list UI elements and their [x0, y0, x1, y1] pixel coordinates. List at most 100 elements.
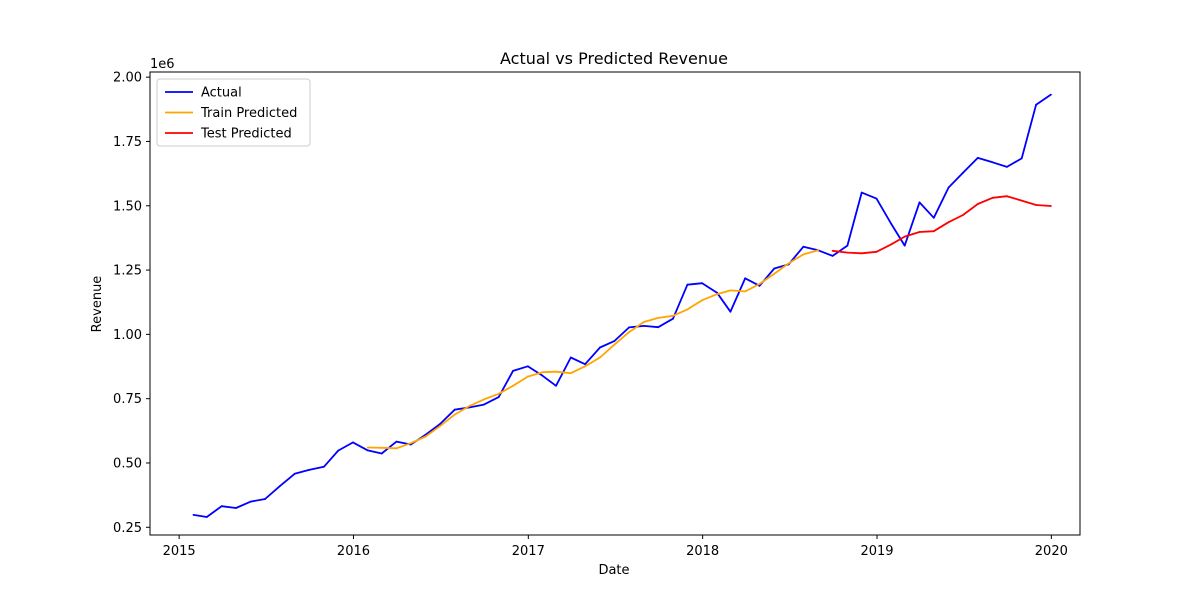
y-axis-ticks: 0.25 0.50 0.75 1.00 1.25 1.50 1.75 2.00: [113, 71, 150, 536]
data-point-actual: [1020, 157, 1023, 160]
series-line-train-predicted: [367, 249, 819, 450]
data-point-train-predicted: [758, 283, 761, 285]
data-point-train-predicted: [366, 446, 369, 449]
data-point-actual: [918, 201, 921, 204]
data-point-actual: [672, 317, 674, 320]
data-point-actual: [395, 440, 398, 443]
data-point-actual: [584, 363, 586, 366]
data-point-train-predicted: [468, 405, 471, 407]
data-point-train-predicted: [802, 253, 805, 256]
data-point-test-predicted: [918, 231, 921, 233]
data-point-actual: [758, 284, 761, 287]
data-point-train-predicted: [686, 308, 689, 311]
y-axis-offset-label: 1e6: [150, 57, 175, 72]
x-tick-label: 2018: [686, 544, 719, 559]
data-point-actual: [337, 449, 340, 452]
data-point-train-predicted: [716, 293, 718, 296]
data-point-actual: [293, 472, 296, 475]
data-point-actual: [205, 516, 208, 518]
y-tick-label: 1.75: [113, 135, 142, 150]
data-point-actual: [366, 449, 369, 452]
data-point-actual: [483, 403, 485, 406]
data-point-actual: [541, 374, 544, 377]
y-tick-label: 1.00: [113, 328, 142, 343]
legend-label-test-predicted: Test Predicted: [200, 127, 292, 142]
data-point-train-predicted: [409, 442, 412, 445]
data-point-actual: [453, 408, 456, 411]
data-point-actual: [569, 356, 572, 359]
data-point-train-predicted: [787, 262, 790, 265]
data-point-train-predicted: [657, 317, 660, 319]
data-point-actual: [860, 191, 863, 194]
y-tick-label: 1.25: [113, 264, 142, 279]
data-point-actual: [657, 326, 660, 329]
data-point-actual: [890, 223, 893, 225]
data-point-actual: [599, 346, 601, 349]
data-point-actual: [1035, 103, 1037, 106]
data-point-train-predicted: [395, 447, 398, 450]
data-point-actual: [235, 507, 237, 509]
data-point-train-predicted: [569, 372, 572, 375]
data-point-train-predicted: [497, 392, 500, 395]
data-point-actual: [932, 216, 935, 219]
x-axis-label: Date: [598, 563, 629, 578]
data-point-test-predicted: [846, 251, 849, 254]
x-tick-label: 2017: [512, 544, 545, 559]
data-point-actual: [686, 283, 689, 286]
y-tick-label: 0.50: [113, 456, 142, 471]
data-point-train-predicted: [380, 446, 383, 449]
y-tick-label: 0.75: [113, 392, 142, 407]
data-point-test-predicted: [860, 252, 863, 255]
data-point-test-predicted: [903, 235, 906, 238]
data-point-actual: [352, 441, 354, 444]
data-point-train-predicted: [773, 272, 776, 275]
data-point-train-predicted: [584, 365, 586, 368]
data-point-test-predicted: [831, 249, 834, 252]
data-point-actual: [903, 244, 906, 247]
data-point-actual: [220, 505, 223, 508]
data-point-actual: [555, 384, 557, 387]
y-axis-label: Revenue: [90, 276, 105, 333]
series-line-actual: [193, 93, 1052, 518]
data-point-train-predicted: [701, 299, 704, 302]
data-point-train-predicted: [628, 331, 630, 333]
data-point-train-predicted: [672, 314, 674, 317]
x-tick-label: 2015: [163, 544, 196, 559]
chart-title: Actual vs Predicted Revenue: [500, 49, 728, 68]
data-point-actual: [744, 277, 747, 280]
data-point-test-predicted: [1035, 204, 1037, 206]
data-point-actual: [991, 161, 994, 164]
data-point-actual: [279, 485, 281, 487]
data-point-actual: [846, 244, 849, 247]
data-point-actual: [439, 423, 441, 425]
data-point-actual: [1050, 93, 1052, 96]
data-point-train-predicted: [483, 398, 485, 401]
x-tick-label: 2020: [1035, 544, 1068, 559]
data-point-actual: [701, 282, 704, 285]
data-point-train-predicted: [744, 290, 747, 293]
data-point-test-predicted: [947, 221, 950, 224]
data-point-actual: [643, 325, 645, 327]
data-point-test-predicted: [890, 243, 893, 246]
data-point-train-predicted: [729, 289, 732, 292]
x-tick-label: 2016: [337, 544, 370, 559]
data-point-actual: [249, 500, 252, 503]
data-point-actual: [802, 245, 805, 248]
data-point-train-predicted: [453, 413, 456, 416]
data-point-test-predicted: [976, 203, 979, 205]
legend-box: [156, 78, 311, 147]
data-point-train-predicted: [643, 321, 645, 323]
legend: Actual Train Predicted Test Predicted: [156, 78, 311, 147]
data-point-test-predicted: [1020, 199, 1023, 202]
data-point-actual: [1006, 166, 1008, 168]
data-point-actual: [729, 310, 732, 313]
data-point-test-predicted: [1050, 205, 1052, 207]
data-point-actual: [192, 514, 195, 516]
data-point-train-predicted: [424, 435, 427, 438]
data-point-actual: [308, 469, 310, 471]
data-point-test-predicted: [932, 230, 935, 233]
data-point-train-predicted: [817, 249, 820, 252]
data-point-actual: [831, 255, 834, 257]
data-point-actual: [628, 326, 630, 329]
